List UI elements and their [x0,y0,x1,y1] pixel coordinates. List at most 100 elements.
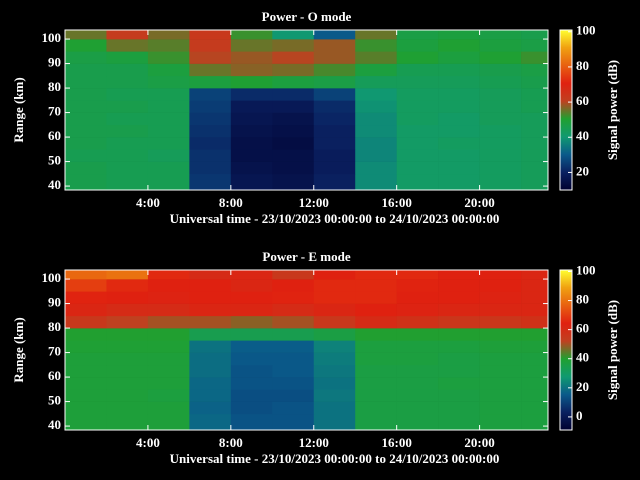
heatmap-cell [106,161,149,175]
heatmap-cell [396,88,439,101]
heatmap-cell [189,389,232,402]
heatmap-cell [106,100,149,113]
heatmap-cell [396,30,439,40]
colorbar-tick-label: 100 [576,262,596,277]
heatmap-cell [521,124,549,138]
colorbar-tick-label: 20 [576,379,589,394]
heatmap-cell [106,30,149,40]
x-tick-label: 4:00 [136,435,160,450]
heatmap-cell [189,279,232,292]
y-axis-label: Range (km) [11,77,26,142]
heatmap-cell [396,124,439,138]
heatmap-cell [355,124,397,138]
heatmap-cell [355,149,397,162]
heatmap-cell [479,39,522,52]
heatmap-cell [189,401,232,415]
heatmap-cell [479,75,522,89]
heatmap-cell [521,413,549,431]
heatmap-cell [396,279,439,292]
heatmap-cell [272,75,315,89]
heatmap-cell [438,63,480,77]
heatmap-cell [355,173,397,191]
heatmap-cell [272,279,315,292]
heatmap-cell [230,100,273,113]
y-tick-label: 60 [48,128,61,143]
x-tick-label: 20:00 [464,435,494,450]
colorbar-tick-label: 80 [576,292,589,307]
heatmap-cell [438,39,480,52]
colorbar-tick-label: 80 [576,58,589,73]
colorbar-tick-label: 100 [576,23,596,38]
chart-title: Power - O mode [262,9,352,24]
heatmap-cell [189,124,232,138]
heatmap-cell [272,51,315,64]
heatmap-cell [355,364,397,378]
heatmap-cell [65,30,107,40]
colorbar-tick-label: 60 [576,93,589,108]
heatmap-cell [272,413,315,431]
heatmap-cell [147,100,190,113]
heatmap-cell [313,112,356,126]
heatmap-cell [438,279,480,292]
heatmap-cell [230,401,273,415]
y-tick-label: 100 [42,270,62,285]
heatmap-cell [396,389,439,402]
heatmap-cell [313,39,356,52]
heatmap-cell [65,137,107,150]
heatmap-cell [106,389,149,402]
heatmap-cell [106,137,149,150]
heatmap-cell [355,270,397,280]
heatmap-cell [479,51,522,64]
heatmap-cell [106,315,149,329]
heatmap-cell [438,75,480,89]
heatmap-cell [147,352,190,366]
heatmap-cell [272,401,315,415]
heatmap-cell [521,303,549,317]
heatmap-cell [65,352,107,366]
x-tick-label: 20:00 [464,195,494,210]
heatmap-cell [355,303,397,317]
heatmap-cell [65,161,107,175]
heatmap-cell [189,303,232,317]
heatmap-cell [479,413,522,431]
heatmap-cell [106,63,149,77]
heatmap-cell [479,30,522,40]
colorbar-label: Signal power (dB) [605,300,620,400]
heatmap-cell [230,112,273,126]
heatmap-cell [313,291,356,304]
heatmap-cell [521,137,549,150]
heatmap-cell [189,173,232,191]
heatmap-cell [396,303,439,317]
colorbar-tick-label: 60 [576,321,589,336]
heatmap-cell [230,137,273,150]
heatmap-cell [147,389,190,402]
heatmap-cell [479,340,522,353]
heatmap-cell [479,149,522,162]
heatmap-cell [438,315,480,329]
heatmap-cell [65,112,107,126]
colorbar-label: Signal power (dB) [605,60,620,160]
heatmap-cell [189,352,232,366]
heatmap-cell [272,88,315,101]
heatmap-cell [313,270,356,280]
plot-frame [64,29,549,191]
heatmap-cell [313,88,356,101]
heatmap-cell [147,377,190,390]
heatmap-cell [396,51,439,64]
heatmap-cell [521,88,549,101]
heatmap-cell [438,112,480,126]
heatmap-cell [355,161,397,175]
heatmap-cell [396,328,439,341]
heatmap-cell [355,75,397,89]
heatmap-cell [272,100,315,113]
heatmap-cell [147,413,190,431]
heatmap-cell [438,413,480,431]
y-tick-label: 80 [48,319,61,334]
heatmap-cell [521,315,549,329]
y-tick-label: 60 [48,368,61,383]
heatmap-cell [65,364,107,378]
heatmap-cell [65,51,107,64]
heatmap-cell [147,340,190,353]
colorbar-tick-label: 40 [576,128,589,143]
heatmap-cell [65,149,107,162]
